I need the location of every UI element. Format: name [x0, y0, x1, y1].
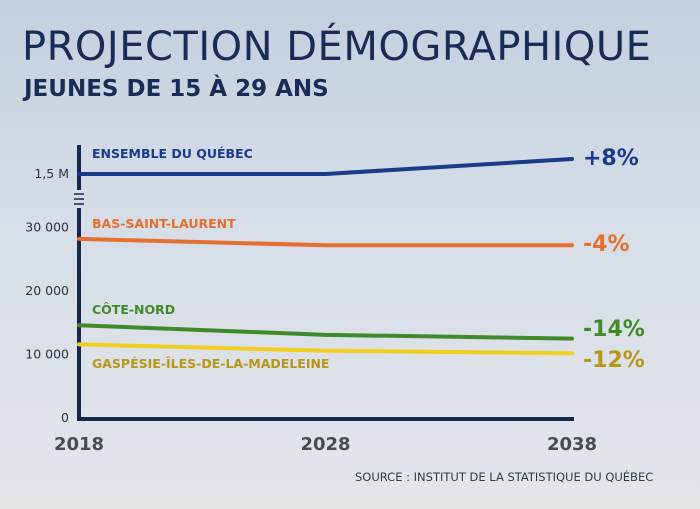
x-tick-label: 2038 [547, 434, 597, 455]
source-note: SOURCE : INSTITUT DE LA STATISTIQUE DU Q… [355, 470, 654, 484]
chart-ticks: 0 10 000 20 000 30 000 1,5 M 2018 2028 2038 [25, 166, 597, 455]
chart-axes [74, 145, 574, 421]
series-line [77, 323, 574, 341]
series-change-label: -14% [583, 317, 645, 342]
y-tick-label: 20 000 [25, 283, 69, 298]
series-name-label: CÔTE-NORD [92, 302, 175, 317]
series-name-label: ENSEMBLE DU QUÉBEC [92, 146, 253, 161]
x-tick-label: 2028 [300, 434, 350, 455]
y-tick-label: 0 [61, 410, 69, 425]
series-change-label: -12% [583, 348, 645, 373]
x-tick-label: 2018 [54, 434, 104, 455]
series-change-label: +8% [583, 146, 639, 171]
series-name-label: GASPÉSIE-ÎLES-DE-LA-MADELEINE [92, 356, 329, 371]
series-line [77, 236, 574, 248]
series-line [77, 157, 574, 176]
y-tick-label: 30 000 [25, 220, 69, 235]
chart-subtitle: JEUNES DE 15 À 29 ANS [24, 76, 329, 102]
chart-labels: ENSEMBLE DU QUÉBEC +8% BAS-SAINT-LAURENT -4… [92, 146, 645, 373]
y-tick-label: 10 000 [25, 347, 69, 362]
chart-title: PROJECTION DÉMOGRAPHIQUE [22, 24, 652, 70]
series-change-label: -4% [583, 232, 629, 257]
chart-series [77, 157, 574, 356]
series-line [77, 342, 574, 356]
series-name-label: BAS-SAINT-LAURENT [92, 216, 236, 231]
y-tick-label: 1,5 M [34, 166, 69, 181]
